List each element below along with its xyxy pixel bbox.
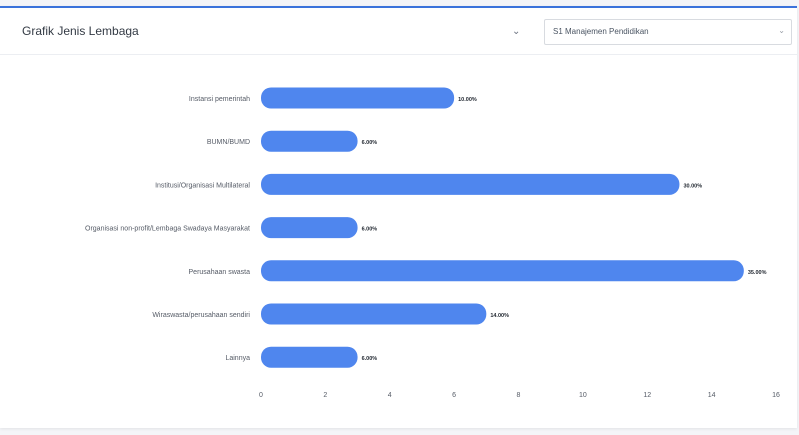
category-label: Wiraswasta/perusahaan sendiri (152, 312, 250, 319)
category-label: Instansi pemerintah (189, 96, 250, 103)
data-label: 30.00% (683, 183, 702, 189)
bar[interactable] (261, 131, 358, 152)
x-tick-label: 8 (517, 392, 521, 399)
category-label: BUMN/BUMD (207, 139, 250, 146)
data-label: 6.00% (362, 227, 378, 233)
data-label: 35.00% (748, 270, 767, 276)
bar[interactable] (261, 304, 486, 325)
bar-chart: Instansi pemerintah 10.00% BUMN/BUMD 6.00% I… (0, 8, 797, 428)
category-label: Lainnya (225, 355, 250, 362)
bar[interactable] (261, 88, 454, 109)
bar[interactable] (261, 260, 744, 281)
data-label: 6.00% (362, 356, 378, 362)
data-label: 10.00% (458, 97, 477, 103)
chart-card: Grafik Jenis Lembaga ⌄ S1 Manajemen Pend… (0, 6, 797, 428)
bar[interactable] (261, 347, 358, 368)
x-tick-label: 10 (579, 392, 587, 399)
data-label: 14.00% (490, 313, 509, 319)
data-label: 6.00% (362, 140, 378, 146)
x-tick-label: 2 (323, 392, 327, 399)
x-tick-label: 16 (772, 392, 780, 399)
category-label: Perusahaan swasta (189, 269, 251, 276)
x-tick-label: 6 (452, 392, 456, 399)
x-tick-label: 12 (643, 392, 651, 399)
bar[interactable] (261, 174, 679, 195)
x-tick-label: 4 (388, 392, 392, 399)
category-label: Institusi/Organisasi Multilateral (155, 182, 250, 189)
x-tick-label: 14 (708, 392, 716, 399)
bar[interactable] (261, 217, 358, 238)
x-tick-label: 0 (259, 392, 263, 399)
category-label: Organisasi non-profit/Lembaga Swadaya Ma… (85, 226, 250, 233)
